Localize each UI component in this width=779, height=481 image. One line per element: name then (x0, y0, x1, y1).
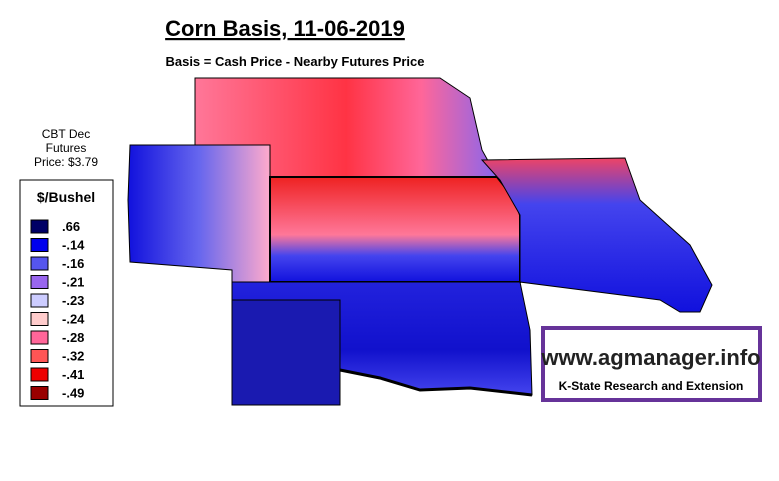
texas-panhandle-region (231, 299, 341, 406)
missouri-region (480, 157, 713, 313)
legend-swatch (30, 367, 49, 382)
legend-swatch (30, 330, 49, 345)
legend-label: -.16 (62, 256, 84, 271)
legend-label: -.21 (62, 275, 84, 290)
legend-label: -.14 (62, 238, 85, 253)
subtitle: Basis = Cash Price - Nearby Futures Pric… (165, 54, 424, 69)
logo-org: K-State Research and Extension (559, 379, 744, 393)
title: Corn Basis, 11-06-2019 (165, 16, 405, 41)
legend-label: -.23 (62, 293, 84, 308)
legend-swatch (30, 238, 49, 252)
logo-box (541, 326, 762, 402)
legend-swatch (30, 293, 49, 308)
legend-swatch (30, 349, 49, 363)
legend-label: -.28 (62, 330, 84, 345)
legend-label: -.32 (62, 349, 84, 364)
futures-note: Price: $3.79 (34, 155, 98, 169)
logo-url: www.agmanager.info (540, 345, 760, 370)
legend-swatch (30, 386, 49, 400)
legend-label: -.49 (62, 386, 84, 401)
colorado-region (127, 144, 271, 283)
legend-swatch (30, 256, 49, 271)
legend-swatch (30, 312, 49, 326)
legend-swatch (30, 219, 49, 234)
legend-title: $/Bushel (37, 189, 95, 205)
legend-items: .66 -.14 -.16 -.21 -.23 -.24 -.28 -.32 -.41 -.49 (30, 219, 85, 401)
futures-note: CBT Dec (42, 127, 90, 141)
kansas-region (269, 176, 521, 283)
legend-label: .66 (62, 219, 80, 234)
red-river (339, 368, 533, 397)
futures-note: Futures (46, 141, 87, 155)
legend-label: -.41 (62, 367, 84, 382)
legend-swatch (30, 275, 49, 289)
legend-label: -.24 (62, 312, 85, 327)
